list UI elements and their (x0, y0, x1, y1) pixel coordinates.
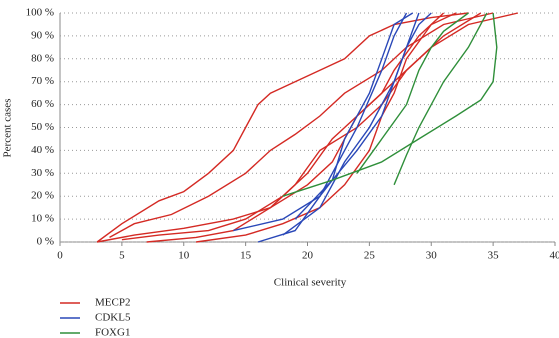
series-line (233, 12, 408, 232)
x-tick-label: 0 (57, 250, 63, 262)
y-tick-label: 80 % (31, 52, 54, 64)
series-line (282, 12, 420, 236)
y-tick-label: 0 % (37, 236, 54, 248)
y-tick-label: 100 % (26, 7, 54, 19)
x-axis-label: Clinical severity (274, 277, 347, 289)
x-tick-label: 15 (240, 250, 252, 262)
y-axis-label: Percent cases (2, 99, 14, 158)
x-tick-label: 5 (119, 250, 125, 262)
x-tick-label: 25 (364, 250, 376, 262)
legend-label: MECP2 (95, 297, 130, 309)
legend-label: FOXG1 (95, 327, 130, 338)
series-line (196, 12, 457, 243)
x-tick-label: 35 (488, 250, 500, 262)
series-line (294, 12, 432, 220)
series-line (146, 12, 445, 243)
x-tick-label: 40 (550, 250, 559, 262)
series-line (121, 12, 482, 241)
series-line (96, 12, 469, 243)
x-tick-label: 30 (426, 250, 438, 262)
y-tick-label: 60 % (31, 98, 54, 110)
x-tick-label: 10 (178, 250, 190, 262)
y-tick-label: 20 % (31, 190, 54, 202)
y-tick-label: 30 % (31, 167, 54, 179)
y-tick-label: 70 % (31, 75, 54, 87)
y-tick-label: 50 % (31, 121, 54, 133)
series-line (356, 12, 469, 174)
x-tick-label: 20 (302, 250, 314, 262)
y-tick-label: 40 % (31, 144, 54, 156)
legend-label: CDKL5 (95, 312, 131, 324)
series-line (393, 12, 488, 186)
y-tick-label: 10 % (31, 213, 54, 225)
y-tick-label: 90 % (31, 29, 54, 41)
series-line (109, 12, 494, 239)
series-line (282, 12, 498, 197)
